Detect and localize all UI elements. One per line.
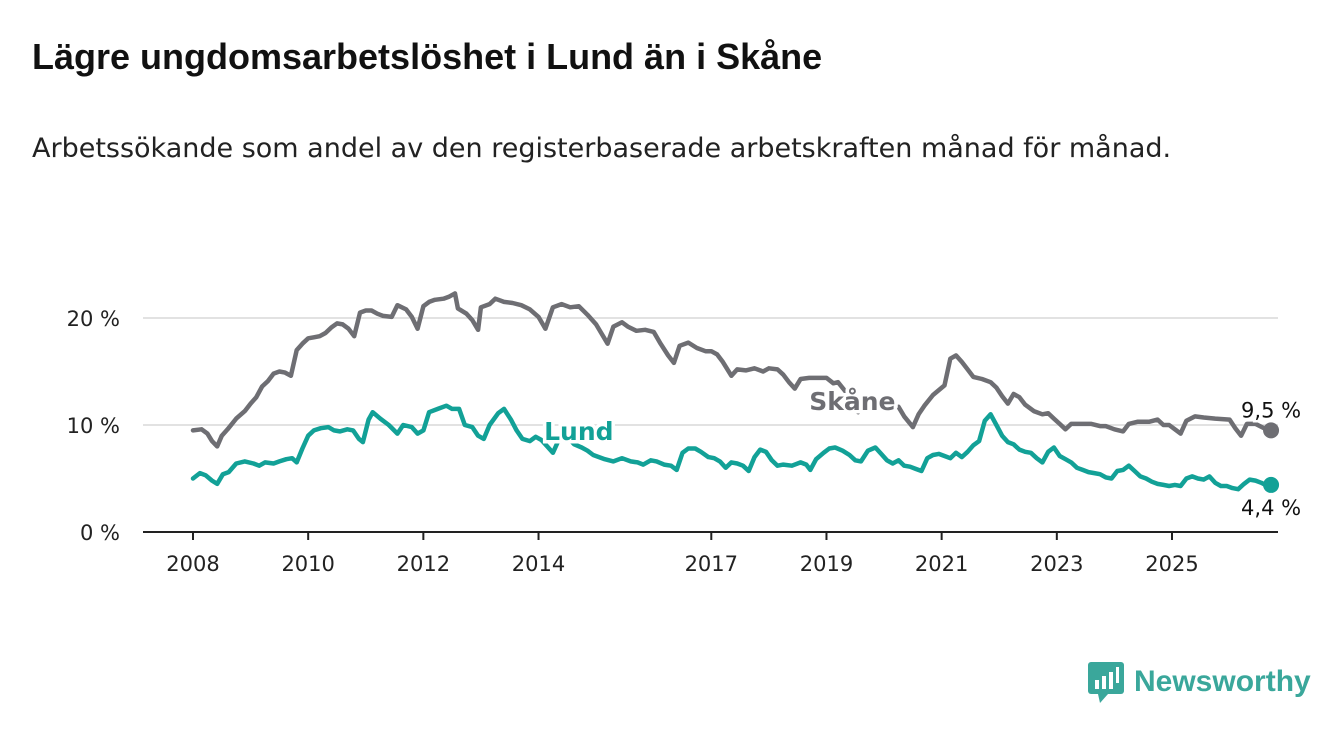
series-end-label: 9,5 % <box>1241 398 1301 422</box>
label-layer: 9,5 % Skåne 4,4 % Lund <box>541 384 1304 523</box>
series-end-label: 4,4 % <box>1241 496 1301 520</box>
grid-layer <box>143 317 1278 426</box>
y-tick-label: 0 % <box>80 521 120 545</box>
x-tick-label: 2023 <box>1030 552 1083 576</box>
brand-logo: Newsworthy <box>1088 660 1311 704</box>
y-tick-label: 20 % <box>67 307 120 331</box>
chart-title: Lägre ungdomsarbetslöshet i Lund än i Sk… <box>32 36 823 77</box>
series-line-skne <box>190 291 1274 449</box>
chart-subtitle: Arbetssökande som andel av den registerb… <box>32 133 1172 164</box>
series-name-label: Skåne <box>809 387 895 416</box>
x-tick-label: 2008 <box>166 552 219 576</box>
x-tick-label: 2019 <box>800 552 853 576</box>
series-line-lund <box>190 403 1274 492</box>
newsworthy-logo-icon <box>1088 662 1124 703</box>
x-tick-label: 2025 <box>1145 552 1198 576</box>
series-layer <box>190 291 1280 493</box>
series-end-marker <box>1263 422 1280 439</box>
brand-name: Newsworthy <box>1134 665 1311 698</box>
y-tick-label: 10 % <box>67 414 120 438</box>
x-tick-label: 2021 <box>915 552 968 576</box>
x-tick-label: 2010 <box>281 552 334 576</box>
axis-layer: 0 % 10 % 20 % 2008 2010 2012 2014 2017 2019 2021 2… <box>67 307 1278 576</box>
series-name-label: Lund <box>544 417 613 446</box>
x-tick-label: 2014 <box>512 552 565 576</box>
x-tick-label: 2017 <box>685 552 738 576</box>
x-tick-label: 2012 <box>397 552 450 576</box>
series-end-marker <box>1263 476 1280 493</box>
